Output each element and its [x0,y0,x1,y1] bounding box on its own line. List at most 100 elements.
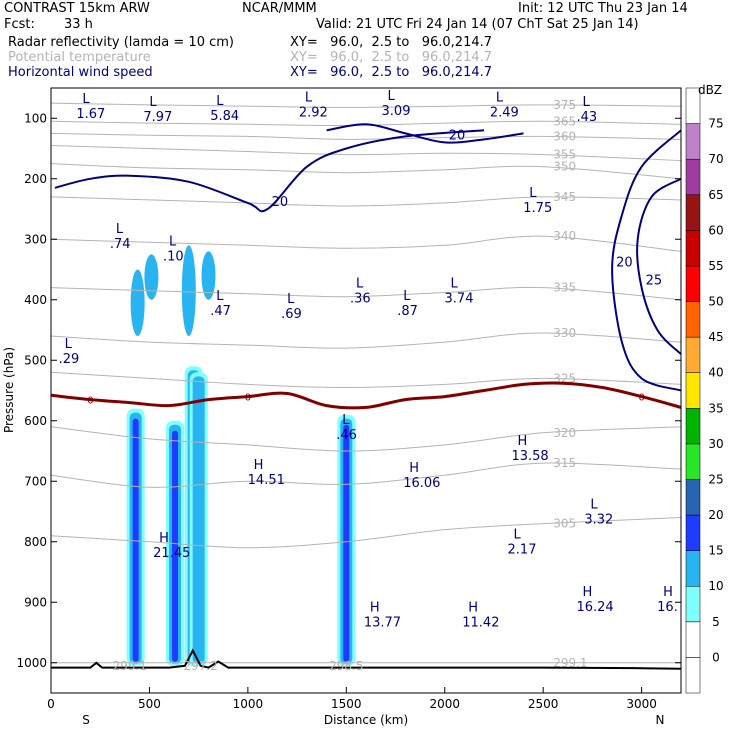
extremum-kind: L [169,234,177,249]
wind-label-3: 20 [616,256,633,271]
y-axis-title: Pressure (hPa) [2,347,16,433]
y-tick-label-800: 800 [24,535,47,549]
reflectivity-column-core [195,382,202,662]
colorbar-level-50: 50 [708,295,723,309]
extrema-labels: L1.67L7.97L5.84L2.92L3.09L2.49L.43L1.75L… [59,89,678,630]
colorbar-level-55: 55 [708,259,723,273]
y-tick-label-200: 200 [24,172,47,186]
colorbar-swatch-13 [685,194,701,231]
colorbar-swatch-4 [685,514,701,551]
freezing-label-2: 0 [638,393,644,404]
reflectivity-column-4 [337,414,356,666]
end-label-south: S [82,713,90,727]
extremum-24: H16. [657,585,678,615]
extremum-value: 2.49 [490,105,519,120]
fcst-label: Fcst: [4,17,35,32]
x-tick-label-2000: 2000 [429,697,460,711]
extremum-17: H13.58 [511,434,548,464]
extremum-value: 11.42 [462,615,499,630]
extremum-kind: L [403,289,411,304]
colorbar-swatch-12 [685,230,701,267]
y-tick-label-900: 900 [24,595,47,609]
extremum-22: H21.45 [153,531,190,561]
extremum-kind: L [149,95,157,110]
x-tick-label-1000: 1000 [233,697,264,711]
theta-label-345: 345 [553,190,576,204]
freezing-label-0: 0 [87,396,93,407]
org-label: NCAR/MMM [242,1,317,16]
colorbar-level-5: 5 [712,615,720,629]
extremum-kind: L [342,413,350,428]
extremum-kind: L [514,528,522,543]
x-tick-label-1500: 1500 [331,697,362,711]
colorbar-swatch-2 [685,585,701,623]
wind-contours: 20 20 25 20 [54,123,682,392]
extremum-19: H16.06 [403,461,440,491]
extremum-kind: L [116,222,124,237]
colorbar-level-10: 10 [708,579,723,593]
reflectivity-blob-2 [181,245,196,337]
extremum-kind: L [82,92,90,107]
theta-line-375 [50,102,682,108]
colorbar-swatch-14 [685,158,701,196]
colorbar-level-40: 40 [708,366,723,380]
fcst-value: 33 h [64,17,93,32]
colorbar-swatch-0 [685,657,701,694]
terrain: 299.1 297.2 298.5 [51,648,682,673]
y-tick-label-1000: 1000 [16,656,47,670]
colorbar-swatch-6 [685,443,701,480]
x-axis-title: Distance (km) [324,713,408,727]
extremum-kind: H [582,585,592,600]
theta-label-320: 320 [553,426,576,440]
theta-line-345 [50,196,682,207]
init-time: Init: 12 UTC Thu 23 Jan 14 [518,1,688,16]
theta-line-305 [50,517,682,549]
theta-label-365: 365 [553,114,576,128]
theta-label-299.1: 299.1 [553,656,587,670]
y-tick-label-400: 400 [24,293,47,307]
valid-time: Valid: 21 UTC Fri 24 Jan 14 (07 ChT Sat … [316,17,639,32]
theta-line-350 [50,163,682,180]
colorbar-swatch-9 [685,336,701,373]
extremum-20: L3.32 [584,497,613,527]
extremum-7: L1.75 [523,186,552,216]
extremum-4: L3.09 [382,89,411,119]
theta-label-315: 315 [553,456,576,470]
extremum-value: .46 [336,428,357,443]
colorbar-swatch-7 [685,408,701,445]
extremum-26: H11.42 [462,600,499,630]
extremum-kind: L [388,89,396,104]
extremum-value: .47 [210,304,231,319]
colorbar-level-20: 20 [708,508,723,522]
extremum-value: 14.51 [248,473,285,488]
extremum-kind: H [370,600,380,615]
extremum-15: L.29 [59,337,80,367]
extremum-0: L1.67 [76,92,105,122]
colorbar-level-15: 15 [708,544,723,558]
y-tick-label-300: 300 [24,232,47,246]
x-tick-label-3000: 3000 [626,697,657,711]
y-tick-label-600: 600 [24,414,47,428]
x-tick-label-0: 0 [47,697,55,711]
colorbar-swatch-1 [685,621,701,658]
extremum-value: 7.97 [143,110,172,125]
extremum-value: 21.45 [153,546,190,561]
theta-line-340 [50,235,682,252]
extremum-kind: L [496,90,504,105]
colorbar-swatch-8 [685,372,701,409]
theta-label-335: 335 [553,281,576,295]
extremum-16: L.46 [336,413,357,443]
terrain-line [51,648,682,670]
extremum-value: 1.75 [523,201,552,216]
freezing-label-1: 0 [245,393,251,404]
plot-frame [50,87,682,694]
colorbar-unit: dBZ [698,83,722,97]
extremum-kind: H [517,434,527,449]
theta-line-320 [50,426,682,452]
extremum-kind: L [216,289,224,304]
extremum-value: .10 [163,249,184,264]
extremum-value: .69 [281,307,302,322]
extremum-kind: L [216,94,224,109]
extremum-5: L2.49 [490,90,519,120]
field-name-wind: Horizontal wind speed [8,65,153,80]
